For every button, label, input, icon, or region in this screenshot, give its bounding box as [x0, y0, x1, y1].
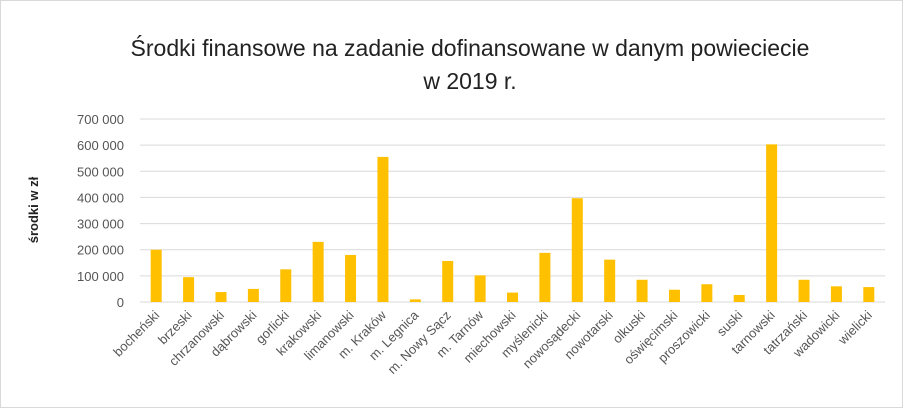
bar [442, 260, 454, 302]
y-tick-label: 100 000 [77, 269, 124, 284]
bar [247, 288, 259, 302]
bar [798, 279, 810, 302]
y-tick-label: 700 000 [77, 112, 124, 127]
y-tick-label: 600 000 [77, 138, 124, 153]
y-tick-label: 400 000 [77, 190, 124, 205]
bar [733, 294, 745, 302]
y-tick-label: 0 [117, 295, 124, 310]
bar [604, 259, 616, 302]
y-tick-label: 500 000 [77, 164, 124, 179]
bar [507, 292, 518, 302]
bar [474, 275, 486, 302]
y-tick-label: 200 000 [77, 243, 124, 258]
bar [312, 241, 324, 302]
bar [636, 279, 648, 302]
bar [280, 269, 292, 302]
bar [215, 292, 227, 302]
bar [150, 249, 162, 302]
y-axis-label: środki w zł [26, 176, 41, 243]
bar [668, 289, 680, 302]
chart-title: Środki finansowe na zadanie dofinansowan… [130, 35, 810, 94]
bar [183, 277, 195, 302]
bar [377, 156, 389, 302]
y-tick-label: 300 000 [77, 217, 124, 232]
bar [539, 252, 551, 302]
bar [766, 144, 778, 302]
bar [345, 254, 357, 302]
bar [701, 284, 713, 302]
bar [571, 198, 583, 302]
bar [830, 286, 842, 302]
bar [863, 287, 875, 302]
bar [409, 299, 421, 302]
